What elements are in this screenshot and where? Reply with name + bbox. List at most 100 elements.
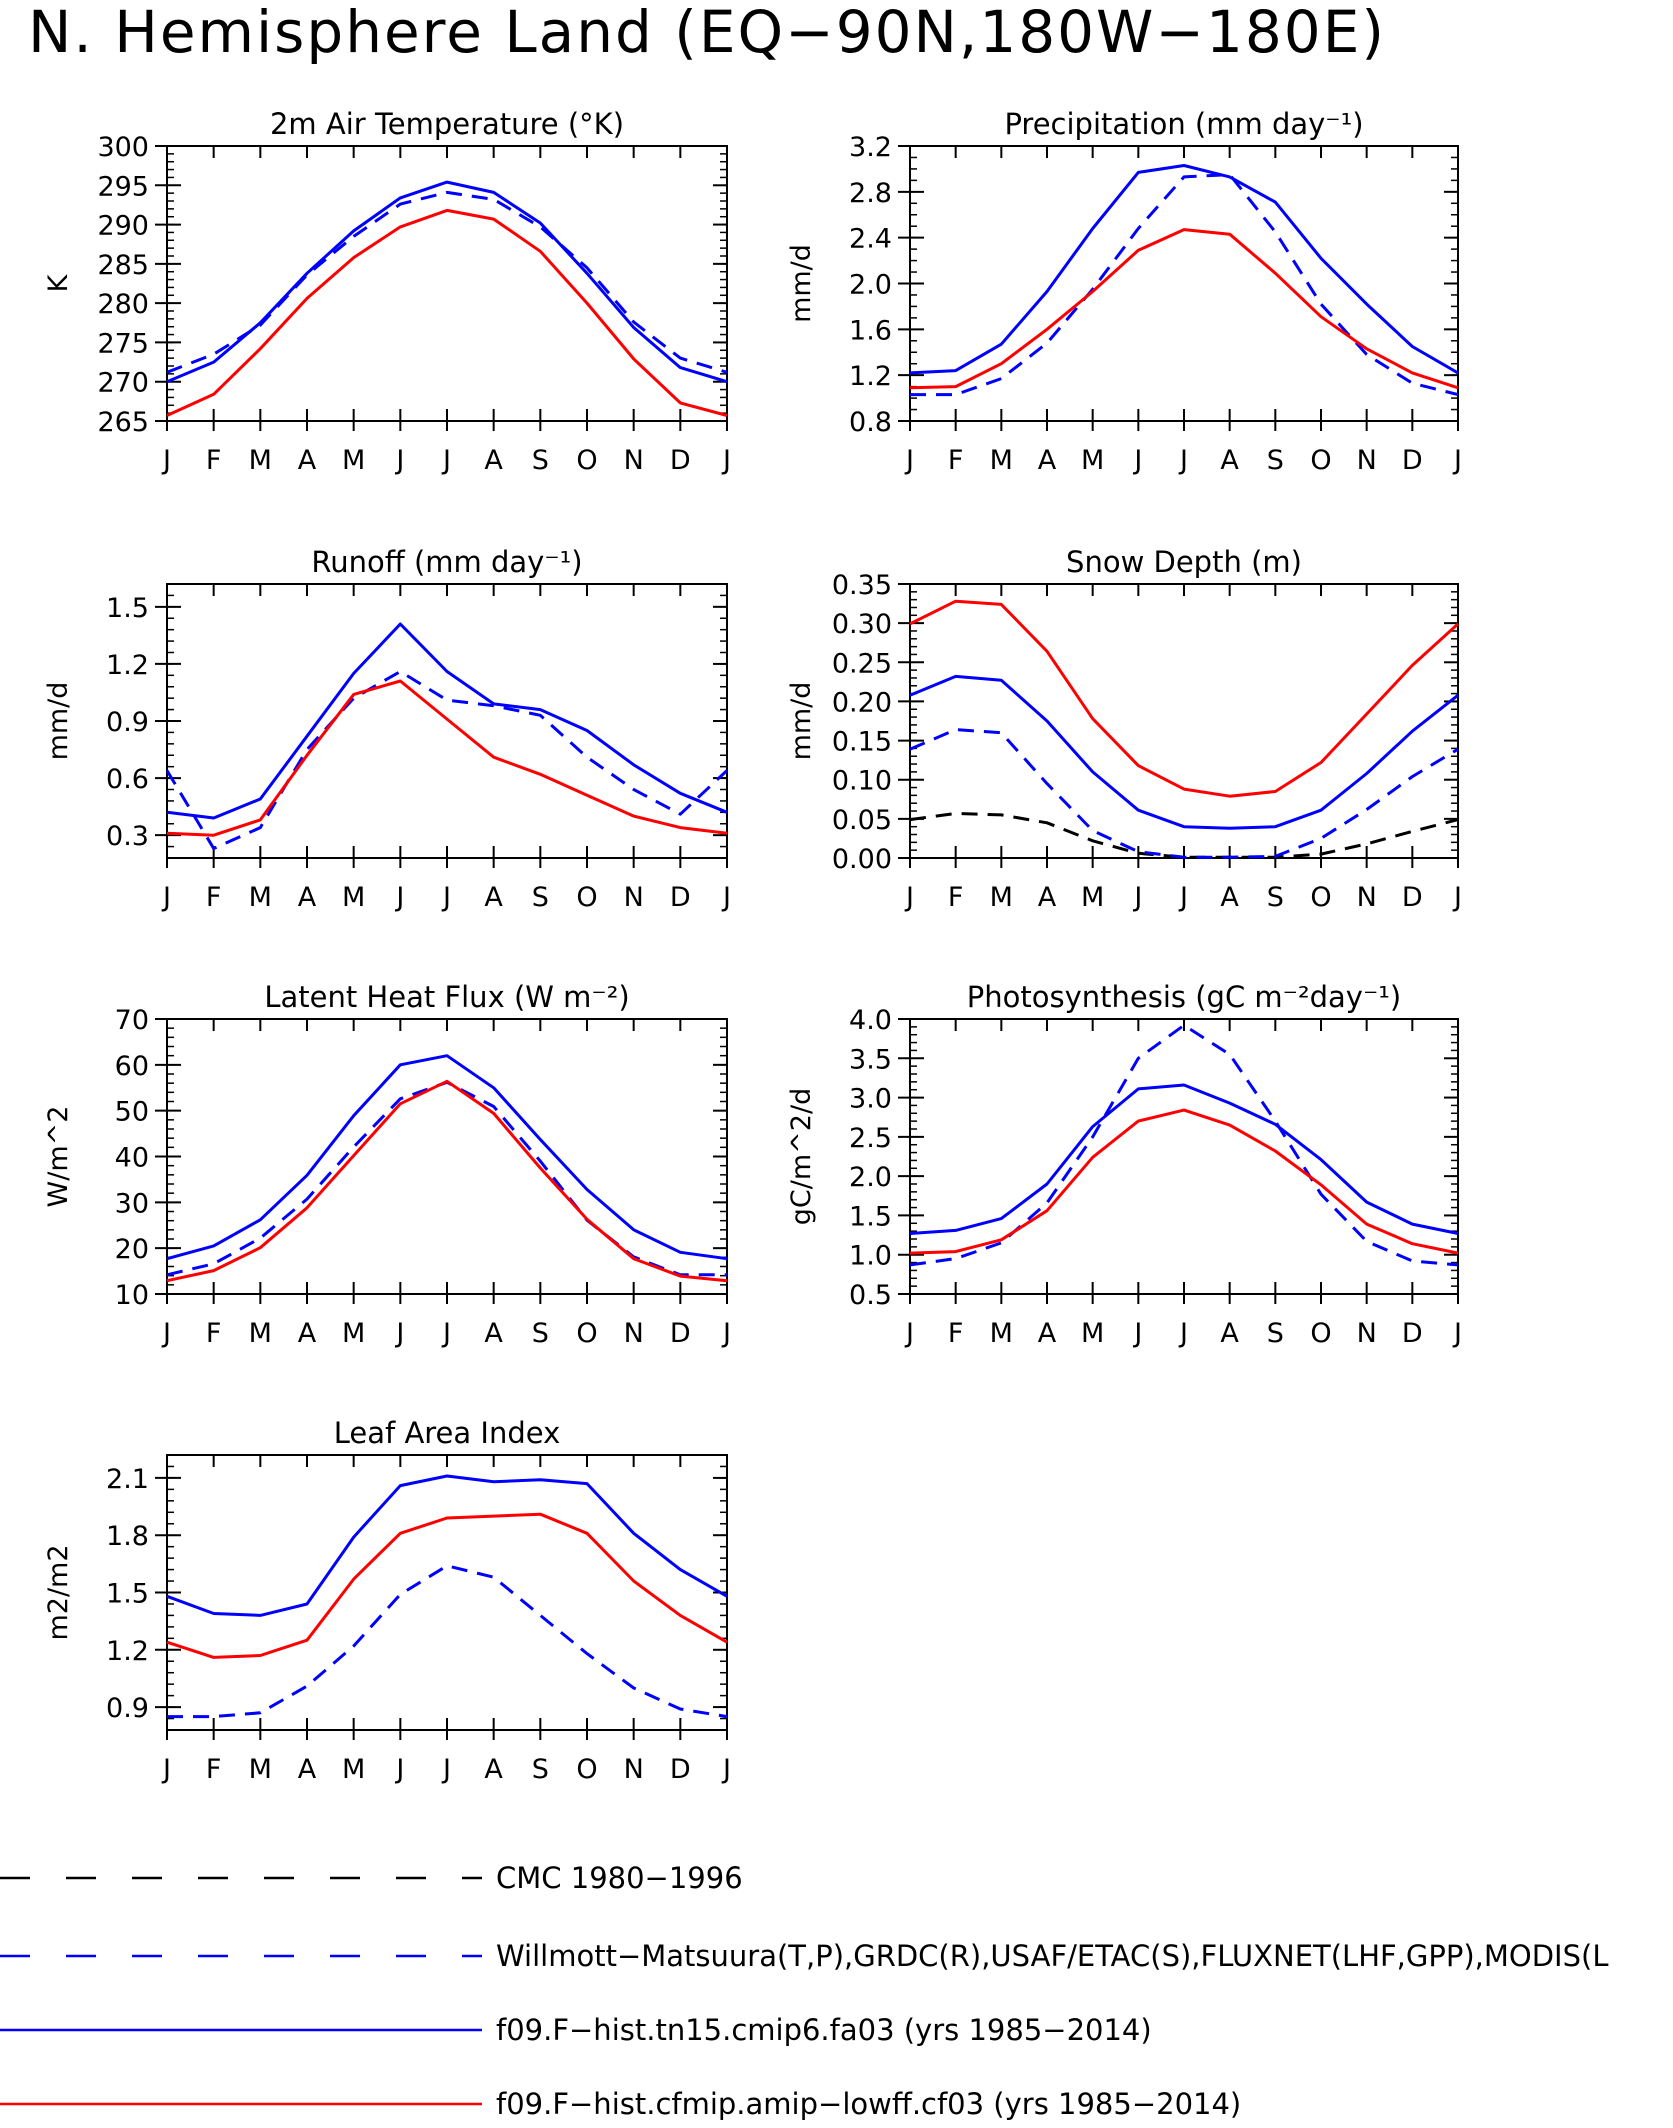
y-tick-label: 0.15 [832, 727, 892, 758]
plot-frame [166, 1454, 728, 1731]
x-tick-label: A [1220, 882, 1239, 913]
figure-title: N. Hemisphere Land (EQ−90N,180W−180E) [28, 0, 1386, 66]
plot-frame [909, 145, 1459, 422]
x-tick-label: M [249, 1318, 272, 1349]
x-tick-label: A [1220, 445, 1239, 476]
x-tick-label: J [721, 1754, 731, 1785]
y-tick-label: 0.05 [832, 805, 892, 836]
y-tick-label: 0.20 [832, 687, 892, 718]
x-tick-label: O [576, 445, 597, 476]
y-tick-label: 0.5 [849, 1280, 892, 1311]
y-axis-label: m2/m2 [43, 1544, 74, 1640]
x-tick-label: M [249, 445, 272, 476]
plot-frame [166, 145, 728, 422]
y-tick-label: 1.2 [849, 361, 892, 392]
y-tick-label: 1.8 [106, 1521, 149, 1552]
y-tick-label: 275 [97, 328, 149, 359]
x-tick-label: A [484, 882, 503, 913]
x-tick-label: J [1178, 1318, 1188, 1349]
y-tick-label: 0.3 [106, 821, 149, 852]
panel-3: Runoff (mm day⁻¹)mm/d0.30.60.91.21.5J F M A… [43, 545, 731, 913]
y-tick-label: 0.35 [832, 570, 892, 601]
series-line-3 [166, 208, 728, 417]
x-tick-label: F [206, 1318, 222, 1349]
y-tick-label: 1.6 [849, 315, 892, 346]
y-tick-label: 1.2 [106, 650, 149, 681]
x-tick-label: M [990, 882, 1013, 913]
y-tick-label: 290 [97, 211, 149, 242]
x-tick-label: J [721, 882, 731, 913]
y-tick-label: 280 [97, 289, 149, 320]
panel-1: 2m Air Temperature (°K) K 265 270 275 280 285 2… [43, 107, 731, 476]
y-tick-label: 30 [115, 1188, 149, 1219]
x-tick-label: J [1132, 1318, 1142, 1349]
x-tick-label: O [576, 1318, 597, 1349]
panel-2: Precipitation (mm day⁻¹) mm/d 0.8 1.2 1.6 2.0… [786, 107, 1462, 476]
panel-title: Photosynthesis (gC m⁻²day⁻¹) [967, 980, 1401, 1014]
y-tick-label: 2.4 [849, 224, 892, 255]
x-tick-label: J [1452, 445, 1462, 476]
x-tick-label: N [1357, 1318, 1377, 1349]
panel-title: Runoff (mm day⁻¹) [311, 545, 582, 579]
x-tick-label: M [342, 1754, 365, 1785]
x-tick-label: J [161, 1318, 171, 1349]
x-tick-label: J [721, 445, 731, 476]
x-tick-label: D [1402, 882, 1423, 913]
x-tick-label: D [670, 445, 691, 476]
y-tick-label: 285 [97, 250, 149, 281]
x-tick-label: J [161, 445, 171, 476]
x-tick-label: M [342, 882, 365, 913]
x-tick-label: O [576, 882, 597, 913]
y-tick-label: 3.5 [849, 1044, 892, 1075]
series-line-1 [165, 670, 729, 850]
plot-frame [909, 583, 1459, 859]
panel-title: Snow Depth (m) [1066, 545, 1302, 579]
y-tick-label: 0.9 [106, 707, 149, 738]
panel-5: Latent Heat Flux (W m⁻²) W/m^2 10 20 30 40 50 6… [43, 980, 731, 1349]
series-line-4 [909, 599, 1460, 798]
x-tick-label: N [624, 445, 644, 476]
y-tick-label: 3.2 [849, 132, 892, 163]
x-tick-label: S [1267, 882, 1284, 913]
x-tick-label: A [298, 445, 317, 476]
y-tick-label: 0.25 [832, 648, 892, 679]
x-tick-label: M [1081, 882, 1104, 913]
x-tick-label: M [249, 1754, 272, 1785]
y-tick-label: 2.1 [106, 1464, 149, 1495]
y-tick-label: 70 [115, 1005, 149, 1036]
y-tick-label: 0.00 [832, 844, 892, 875]
plot-frame [909, 1018, 1459, 1295]
x-tick-label: N [624, 882, 644, 913]
y-axis-label: mm/d [43, 682, 74, 761]
y-tick-label: 4.0 [849, 1005, 892, 1036]
x-tick-label: M [990, 1318, 1013, 1349]
x-tick-label: O [1310, 882, 1331, 913]
x-tick-label: A [298, 1318, 317, 1349]
x-tick-label: J [441, 445, 451, 476]
y-tick-label: 3.0 [849, 1084, 892, 1115]
series-line-3 [166, 1079, 728, 1283]
x-tick-label: J [1132, 882, 1142, 913]
series-line-3 [909, 674, 1459, 830]
x-tick-label: S [532, 445, 549, 476]
x-tick-label: M [249, 882, 272, 913]
x-tick-label: A [298, 882, 317, 913]
y-tick-label: 60 [115, 1051, 149, 1082]
x-tick-label: A [1038, 445, 1057, 476]
x-tick-label: S [1267, 445, 1284, 476]
x-tick-label: N [1357, 445, 1377, 476]
x-tick-label: N [624, 1754, 644, 1785]
y-tick-label: 40 [115, 1143, 149, 1174]
x-tick-label: J [904, 445, 914, 476]
x-tick-label: A [1220, 1318, 1239, 1349]
y-tick-label: 300 [97, 132, 149, 163]
series-line-1 [167, 1564, 728, 1719]
series-line-2 [166, 180, 728, 384]
series-line-1 [166, 190, 728, 374]
panel-title: 2m Air Temperature (°K) [270, 107, 624, 141]
series-line-1 [909, 811, 1459, 859]
x-tick-label: S [532, 1754, 549, 1785]
panel-4: Snow Depth (m) mm/d 0.00 0.05 0.10 0.15 0.20 0.… [786, 545, 1462, 913]
